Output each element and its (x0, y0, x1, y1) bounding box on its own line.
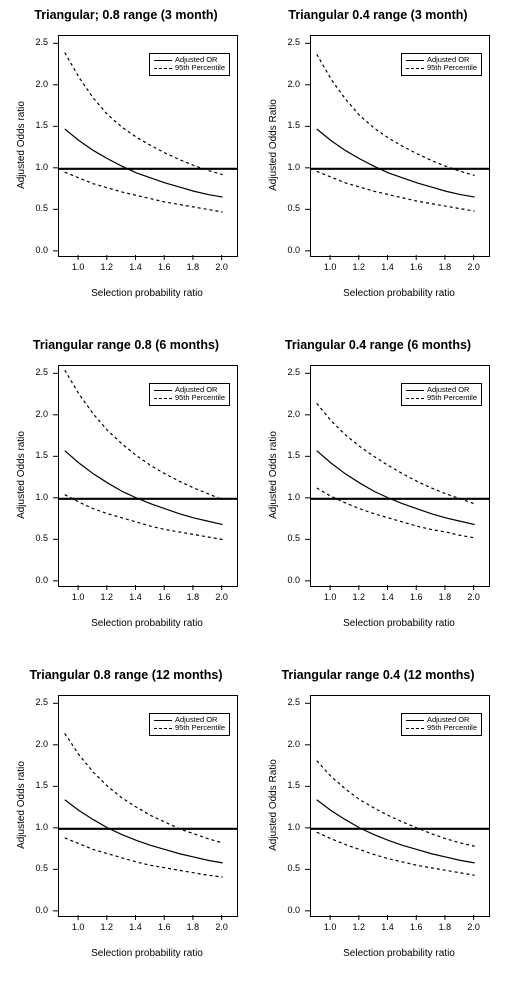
legend: Adjusted OR95th Percentile (149, 713, 230, 736)
chart-panel: Triangular range 0.8 (6 months)1.01.21.4… (0, 330, 252, 660)
legend: Adjusted OR95th Percentile (401, 713, 482, 736)
x-tick-label: 1.0 (315, 262, 345, 272)
x-tick-label: 1.4 (373, 922, 403, 932)
x-tick-label: 1.8 (430, 592, 460, 602)
x-tick-label: 1.2 (344, 922, 374, 932)
x-axis-label: Selection probability ratio (58, 618, 236, 629)
x-tick-label: 1.0 (315, 922, 345, 932)
legend: Adjusted OR95th Percentile (149, 383, 230, 406)
chart-panel: Triangular 0.4 range (6 months)1.01.21.4… (252, 330, 504, 660)
chart-panel: Triangular 0.8 range (12 months)1.01.21.… (0, 660, 252, 990)
legend-swatch-dashed (406, 728, 424, 729)
x-tick-label: 1.6 (401, 922, 431, 932)
legend-swatch-dashed (154, 68, 172, 69)
x-tick-label: 1.4 (121, 262, 151, 272)
x-tick-label: 1.2 (92, 592, 122, 602)
y-axis-label: Adjusted Odds ratio (16, 365, 27, 585)
legend-swatch-solid (154, 390, 172, 391)
x-tick-label: 1.8 (430, 262, 460, 272)
x-tick-label: 1.2 (92, 922, 122, 932)
legend: Adjusted OR95th Percentile (401, 53, 482, 76)
x-tick-label: 1.2 (344, 592, 374, 602)
legend-swatch-solid (154, 720, 172, 721)
x-tick-label: 1.6 (401, 592, 431, 602)
y-axis-label: Adjusted Odds ratio (268, 365, 279, 585)
legend-label: 95th Percentile (427, 394, 477, 402)
x-tick-label: 1.6 (149, 922, 179, 932)
x-tick-label: 1.2 (92, 262, 122, 272)
x-tick-label: 2.0 (459, 922, 489, 932)
legend-label: 95th Percentile (175, 724, 225, 732)
figure-root: Triangular; 0.8 range (3 month)1.01.21.4… (0, 0, 505, 992)
x-tick-label: 1.6 (401, 262, 431, 272)
x-tick-label: 1.8 (178, 922, 208, 932)
x-axis-label: Selection probability ratio (310, 618, 488, 629)
x-tick-label: 1.4 (121, 922, 151, 932)
legend-swatch-solid (406, 720, 424, 721)
x-tick-label: 2.0 (207, 922, 237, 932)
legend-swatch-solid (406, 390, 424, 391)
x-tick-label: 1.4 (121, 592, 151, 602)
x-tick-label: 1.8 (178, 592, 208, 602)
chart-panel: Triangular range 0.4 (12 months)1.01.21.… (252, 660, 504, 990)
x-tick-label: 1.8 (430, 922, 460, 932)
y-axis-label: Adjusted Odds ratio (16, 35, 27, 255)
x-tick-label: 2.0 (207, 262, 237, 272)
legend: Adjusted OR95th Percentile (149, 53, 230, 76)
y-axis-label: Adjusted Odds Ratio (268, 695, 279, 915)
x-tick-label: 1.0 (63, 592, 93, 602)
chart-panel: Triangular 0.4 range (3 month)1.01.21.41… (252, 0, 504, 330)
x-tick-label: 1.2 (344, 262, 374, 272)
legend-label: 95th Percentile (427, 64, 477, 72)
legend: Adjusted OR95th Percentile (401, 383, 482, 406)
x-tick-label: 2.0 (207, 592, 237, 602)
x-tick-label: 2.0 (459, 592, 489, 602)
legend-item: 95th Percentile (154, 724, 225, 732)
x-axis-label: Selection probability ratio (310, 948, 488, 959)
x-tick-label: 1.0 (63, 262, 93, 272)
legend-swatch-dashed (154, 728, 172, 729)
legend-swatch-dashed (406, 398, 424, 399)
legend-label: 95th Percentile (175, 64, 225, 72)
x-axis-label: Selection probability ratio (58, 288, 236, 299)
legend-item: 95th Percentile (406, 724, 477, 732)
x-tick-label: 1.8 (178, 262, 208, 272)
x-axis-label: Selection probability ratio (58, 948, 236, 959)
legend-swatch-dashed (406, 68, 424, 69)
y-axis-label: Adjusted Odds ratio (16, 695, 27, 915)
legend-swatch-solid (406, 60, 424, 61)
legend-item: 95th Percentile (406, 64, 477, 72)
x-tick-label: 1.6 (149, 262, 179, 272)
legend-swatch-solid (154, 60, 172, 61)
x-tick-label: 1.4 (373, 262, 403, 272)
y-axis-label: Adjusted Odds Ratio (268, 35, 279, 255)
legend-item: 95th Percentile (406, 394, 477, 402)
legend-item: 95th Percentile (154, 394, 225, 402)
x-tick-label: 1.0 (315, 592, 345, 602)
x-tick-label: 2.0 (459, 262, 489, 272)
x-tick-label: 1.0 (63, 922, 93, 932)
chart-panel: Triangular; 0.8 range (3 month)1.01.21.4… (0, 0, 252, 330)
x-tick-label: 1.4 (373, 592, 403, 602)
legend-label: 95th Percentile (175, 394, 225, 402)
x-tick-label: 1.6 (149, 592, 179, 602)
x-axis-label: Selection probability ratio (310, 288, 488, 299)
legend-item: 95th Percentile (154, 64, 225, 72)
legend-swatch-dashed (154, 398, 172, 399)
legend-label: 95th Percentile (427, 724, 477, 732)
